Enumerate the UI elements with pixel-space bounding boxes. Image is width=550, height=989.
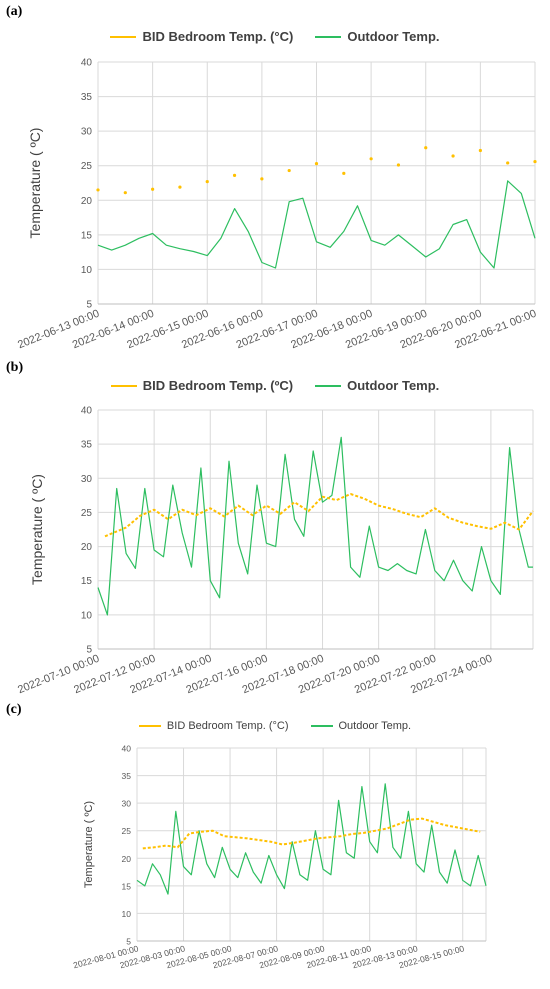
series-line-outdoor (97, 436, 533, 616)
y-tick-label: 10 (81, 265, 93, 276)
legend-swatch-outdoor (310, 725, 333, 727)
panel-label: (c) (6, 702, 22, 717)
legend-label-outdoor: Outdoor Temp. (338, 720, 412, 732)
series-point-bid (178, 185, 182, 189)
legend-label-outdoor: Outdoor Temp. (347, 378, 440, 393)
series-point-bid (369, 157, 373, 161)
y-tick-label: 5 (126, 937, 131, 947)
panel-c: (c) BID Bedroom Temp. (°C) Outdoor Temp.… (0, 690, 550, 989)
legend-item-outdoor: Outdoor Temp. (315, 378, 439, 393)
y-tick-label: 25 (81, 508, 93, 519)
series-line-bid (142, 817, 481, 850)
legend: BID Bedroom Temp. (°C) Outdoor Temp. (0, 29, 550, 44)
series-point-bid (260, 177, 264, 181)
y-tick-label: 5 (86, 645, 92, 656)
series-line-outdoor (97, 180, 536, 269)
y-tick-label: 40 (81, 406, 93, 417)
series-point-bid (451, 154, 455, 158)
series-point-bid (342, 171, 346, 175)
panel-a: (a) BID Bedroom Temp. (°C) Outdoor Temp.… (0, 0, 550, 352)
legend-item-bid: BID Bedroom Temp. (°C) (138, 720, 289, 732)
legend: BID Bedroom Temp. (ºC) Outdoor Temp. (0, 378, 550, 393)
legend-label-bid: BID Bedroom Temp. (ºC) (142, 378, 294, 393)
series-point-bid (533, 159, 537, 164)
legend-swatch-outdoor (315, 384, 342, 387)
y-tick-label: 15 (81, 230, 93, 241)
y-tick-label: 10 (122, 909, 132, 919)
legend-item-outdoor: Outdoor Temp. (310, 720, 412, 732)
series-point-bid (151, 187, 155, 191)
series-point-bid (232, 173, 237, 177)
y-tick-label: 25 (122, 826, 132, 836)
legend-item-outdoor: Outdoor Temp. (315, 29, 440, 44)
panel-b: (b) BID Bedroom Temp. (ºC) Outdoor Temp.… (0, 340, 550, 696)
series-line-bid (104, 493, 534, 538)
y-tick-label: 20 (81, 542, 93, 553)
legend-label-bid: BID Bedroom Temp. (°C) (166, 720, 289, 732)
y-tick-label: 40 (81, 58, 93, 69)
panel-label: (a) (6, 4, 23, 19)
series-point-bid (506, 161, 510, 165)
y-tick-label: 5 (86, 300, 92, 311)
y-tick-label: 40 (122, 744, 132, 754)
series-point-bid (424, 146, 428, 150)
y-tick-label: 35 (122, 771, 132, 781)
y-tick-label: 35 (81, 440, 93, 451)
panel-label: (b) (6, 360, 24, 375)
series-point-bid (396, 163, 401, 167)
y-tick-label: 35 (81, 92, 93, 103)
series-point-bid (478, 148, 482, 153)
y-tick-label: 15 (81, 576, 93, 587)
y-axis-label: Temperature ( ºC) (83, 801, 95, 888)
legend-item-bid: BID Bedroom Temp. (°C) (110, 29, 293, 44)
series-point-bid (96, 188, 100, 192)
legend-swatch-bid (110, 384, 137, 387)
y-axis-label: Temperature ( ºC) (29, 474, 45, 585)
y-tick-label: 30 (81, 127, 93, 138)
y-axis-label: Temperature ( ºC) (27, 128, 43, 239)
y-tick-label: 15 (122, 881, 132, 891)
legend-swatch-bid (110, 35, 137, 38)
legend-swatch-outdoor (315, 35, 342, 38)
legend-item-bid: BID Bedroom Temp. (ºC) (110, 378, 294, 393)
series-point-bid (205, 180, 209, 184)
y-tick-label: 25 (81, 161, 93, 172)
y-tick-label: 10 (81, 610, 93, 621)
legend-label-bid: BID Bedroom Temp. (°C) (142, 29, 294, 44)
series-point-bid (314, 162, 319, 166)
series-point-bid (123, 191, 127, 195)
legend: BID Bedroom Temp. (°C) Outdoor Temp. (0, 720, 550, 732)
y-tick-label: 30 (122, 799, 132, 809)
y-tick-label: 20 (122, 854, 132, 864)
series-point-bid (287, 168, 291, 173)
legend-label-outdoor: Outdoor Temp. (347, 29, 440, 44)
y-tick-label: 30 (81, 474, 93, 485)
legend-swatch-bid (138, 725, 161, 727)
y-tick-label: 20 (81, 196, 93, 207)
series-line-outdoor (136, 783, 487, 895)
